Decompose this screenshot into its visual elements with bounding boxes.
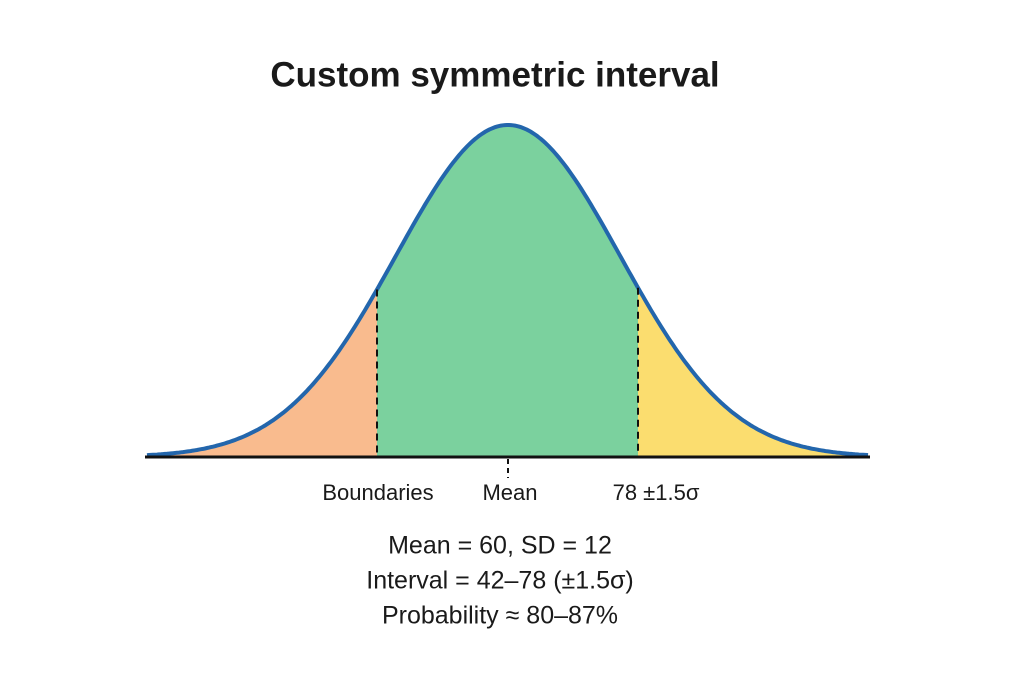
axis-label: 78 ±1.5σ xyxy=(613,480,700,505)
title: Custom symmetric interval xyxy=(270,55,719,94)
axis-label: Boundaries xyxy=(322,480,433,505)
note: Interval = 42–78 (±1.5σ) xyxy=(366,567,634,595)
central-region xyxy=(377,125,638,457)
right-tail xyxy=(638,287,868,457)
note: Probability ≈ 80–87% xyxy=(382,602,618,630)
left-tail xyxy=(147,289,377,457)
axis-label: Mean xyxy=(482,480,537,505)
density-curve xyxy=(146,123,869,458)
note: Mean = 60, SD = 12 xyxy=(388,532,612,560)
